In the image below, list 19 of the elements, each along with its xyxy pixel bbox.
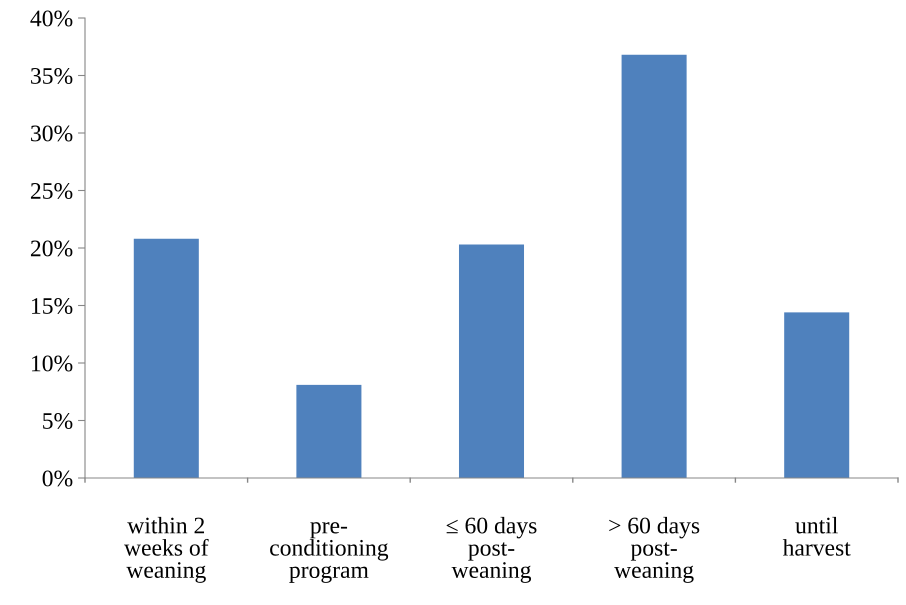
y-tick-label: 40% <box>30 10 72 26</box>
bar <box>622 54 687 478</box>
bar <box>784 312 850 478</box>
y-tick-label: 25% <box>30 182 72 199</box>
x-tick-label: pre- conditioning program <box>270 522 388 583</box>
y-tick-label: 10% <box>32 355 72 372</box>
bar <box>134 238 199 478</box>
y-tick-label: 0% <box>42 470 72 486</box>
x-tick-label: until harvest <box>782 516 851 556</box>
y-tick-label: 15% <box>32 298 72 314</box>
y-tick-label: 20% <box>30 240 72 256</box>
x-tick-label: ≤ 60 days post- weaning <box>446 516 536 583</box>
bar <box>296 384 362 478</box>
y-tick-label: 30% <box>31 125 72 142</box>
y-tick-label: 35% <box>31 68 72 84</box>
y-tick-label: 5% <box>43 412 72 429</box>
x-tick-label: within 2 weeks of weaning <box>124 516 209 583</box>
bar <box>458 244 524 478</box>
x-tick-label: > 60 days post- weaning <box>609 516 700 583</box>
